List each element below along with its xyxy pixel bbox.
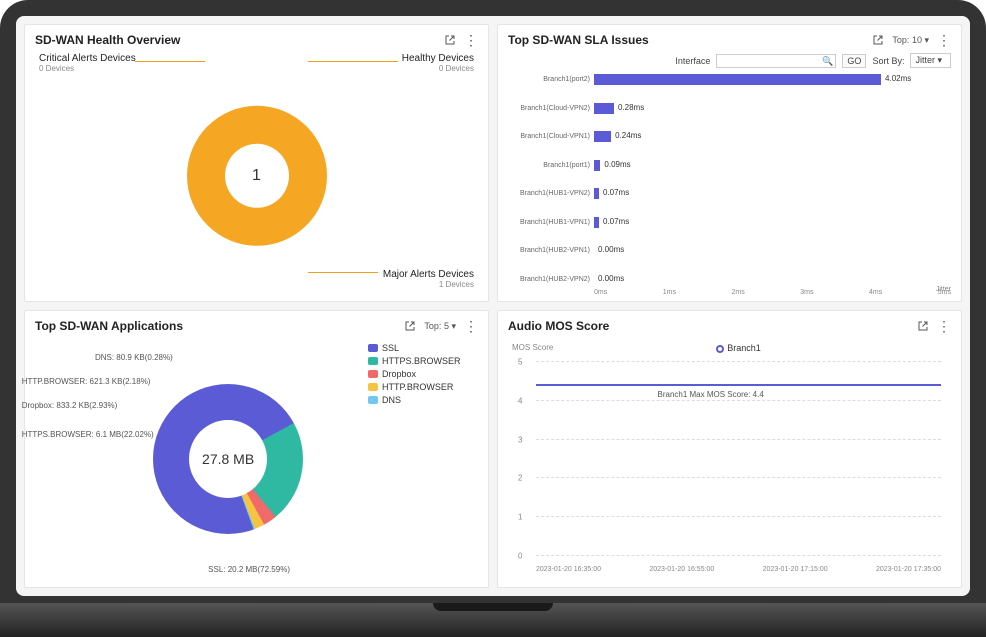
bar-row: Branch1(Cloud-VPN2) 0.28ms	[594, 101, 951, 116]
bar-label: Branch1(HUB2-VPN2)	[508, 276, 590, 283]
sort-select[interactable]: Jitter ▾	[910, 53, 951, 68]
panel-title: Audio MOS Score	[508, 319, 609, 333]
go-button[interactable]: GO	[842, 54, 866, 68]
legend-swatch	[368, 383, 378, 391]
menu-icon[interactable]: ⋮	[937, 35, 951, 45]
panel-sla-issues: Top SD-WAN SLA Issues Top: 10 ▾ ⋮ Interf…	[497, 24, 962, 302]
laptop-frame: SD-WAN Health Overview ⋮ Critical Alerts…	[0, 0, 986, 637]
gridline: 3	[536, 439, 941, 440]
legend-swatch	[368, 357, 378, 365]
bar-label: Branch1(HUB1-VPN1)	[508, 219, 590, 226]
gridline: 0	[536, 555, 941, 556]
bar-label: Branch1(port1)	[508, 162, 590, 169]
donut-center-value: 1	[252, 167, 261, 185]
mos-max-note: Branch1 Max MOS Score: 4.4	[658, 390, 764, 399]
mos-y-title: MOS Score	[512, 343, 553, 352]
apps-total: 27.8 MB	[202, 451, 254, 467]
bar-label: Branch1(Cloud-VPN2)	[508, 105, 590, 112]
callout-line	[308, 272, 378, 273]
callout-critical: Critical Alerts Devices 0 Devices	[39, 53, 136, 73]
legend-swatch	[368, 370, 378, 378]
slice-label: SSL: 20.2 MB(72.59%)	[208, 565, 290, 574]
bar-label: Branch1(HUB2-VPN1)	[508, 247, 590, 254]
bar-row: Branch1(Cloud-VPN1) 0.24ms	[594, 129, 951, 144]
sort-label: Sort By:	[872, 56, 904, 66]
gridline: 4	[536, 400, 941, 401]
panel-title: Top SD-WAN Applications	[35, 319, 183, 333]
bar-label: Branch1(port2)	[508, 76, 590, 83]
panel-health-overview: SD-WAN Health Overview ⋮ Critical Alerts…	[24, 24, 489, 302]
bar-row: Branch1(HUB1-VPN2) 0.07ms	[594, 186, 951, 201]
popout-icon[interactable]	[917, 320, 929, 332]
top-value[interactable]: 10	[912, 35, 922, 45]
bar-label: Branch1(Cloud-VPN1)	[508, 133, 590, 140]
bar-row: Branch1(HUB2-VPN2) 0.00ms	[594, 272, 951, 287]
callout-major: Major Alerts Devices 1 Devices	[383, 269, 474, 289]
mos-legend: Branch1	[536, 343, 941, 353]
slice-label: HTTP.BROWSER: 621.3 KB(2.18%)	[22, 377, 151, 386]
sla-bar-chart: Branch1(port2) 4.02ms Branch1(Cloud-VPN2)…	[508, 72, 951, 287]
menu-icon[interactable]: ⋮	[464, 321, 478, 331]
slice-label: HTTPS.BROWSER: 6.1 MB(22.02%)	[22, 430, 154, 439]
bar-row: Branch1(HUB2-VPN1) 0.00ms	[594, 243, 951, 258]
panel-title: SD-WAN Health Overview	[35, 33, 180, 47]
slice-label: Dropbox: 833.2 KB(2.93%)	[22, 401, 118, 410]
mos-series-line	[536, 384, 941, 386]
laptop-notch	[433, 603, 553, 611]
popout-icon[interactable]	[404, 320, 416, 332]
interface-search-input[interactable]	[716, 54, 836, 68]
legend-item[interactable]: SSL	[368, 343, 478, 353]
legend-item[interactable]: HTTPS.BROWSER	[368, 356, 478, 366]
apps-legend: SSL HTTPS.BROWSER Dropbox HTTP.BROWSER DNS	[368, 339, 478, 579]
popout-icon[interactable]	[872, 34, 884, 46]
callout-line	[135, 61, 205, 62]
mos-chart-area: 0 1 2 3 4 5 Branch1 Max MOS Score: 4.4	[536, 361, 941, 555]
axis-unit: Jitter	[508, 286, 951, 293]
legend-swatch	[368, 344, 378, 352]
apps-donut: 27.8 MB	[153, 384, 303, 534]
gridline: 2	[536, 477, 941, 478]
bar-row: Branch1(port2) 4.02ms	[594, 72, 951, 87]
slice-label: DNS: 80.9 KB(0.28%)	[95, 353, 173, 362]
search-icon: 🔍	[822, 56, 833, 67]
legend-item[interactable]: HTTP.BROWSER	[368, 382, 478, 392]
mos-x-axis: 2023-01-20 16:35:002023-01-20 16:55:0020…	[536, 566, 941, 573]
series-marker-icon	[716, 345, 724, 353]
legend-swatch	[368, 396, 378, 404]
bar-row: Branch1(HUB1-VPN1) 0.07ms	[594, 215, 951, 230]
menu-icon[interactable]: ⋮	[464, 35, 478, 45]
gridline: 1	[536, 516, 941, 517]
legend-item[interactable]: Dropbox	[368, 369, 478, 379]
gridline: 5	[536, 361, 941, 362]
callout-healthy: Healthy Devices 0 Devices	[402, 53, 474, 73]
bar-row: Branch1(port1) 0.09ms	[594, 158, 951, 173]
popout-icon[interactable]	[444, 34, 456, 46]
panel-mos-score: Audio MOS Score ⋮ MOS Score Branch1 0 1 2 3…	[497, 310, 962, 588]
interface-label: Interface	[675, 56, 710, 66]
panel-title: Top SD-WAN SLA Issues	[508, 33, 649, 47]
legend-item[interactable]: DNS	[368, 395, 478, 405]
menu-icon[interactable]: ⋮	[937, 321, 951, 331]
panel-applications: Top SD-WAN Applications Top: 5 ▾ ⋮ 27.8 …	[24, 310, 489, 588]
dashboard-screen: SD-WAN Health Overview ⋮ Critical Alerts…	[16, 16, 970, 596]
callout-line	[308, 61, 398, 62]
apps-donut-area: 27.8 MB SSL: 20.2 MB(72.59%)HTTPS.BROWSE…	[35, 339, 368, 579]
top-value[interactable]: 5	[444, 321, 449, 331]
bar-label: Branch1(HUB1-VPN2)	[508, 190, 590, 197]
health-donut: 1	[187, 106, 327, 246]
